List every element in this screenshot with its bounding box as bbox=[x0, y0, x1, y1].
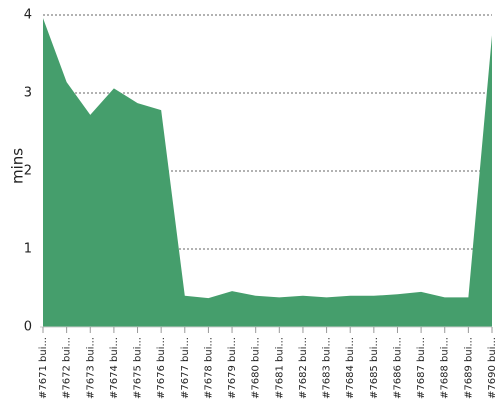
x-tick-label: #7674 bui... bbox=[109, 337, 120, 399]
x-tick-label: #7688 bui... bbox=[440, 337, 451, 399]
x-tick-label: #7690 bui... bbox=[487, 337, 498, 399]
x-tick-label: #7684 bui... bbox=[345, 337, 356, 399]
x-tick-label: #7676 bui... bbox=[156, 337, 167, 399]
x-tick-label: #7680 bui... bbox=[251, 337, 262, 399]
x-tick-label: #7671 bui... bbox=[38, 337, 49, 399]
x-tick-label: #7678 bui... bbox=[203, 337, 214, 399]
x-tick-label: #7685 bui... bbox=[369, 337, 380, 399]
area bbox=[43, 18, 492, 328]
x-tick-label: #7689 bui... bbox=[463, 337, 474, 399]
x-tick-label: #7675 bui... bbox=[133, 337, 144, 399]
y-tick-label: 3 bbox=[24, 86, 32, 101]
x-tick-label: #7677 bui... bbox=[180, 337, 191, 399]
y-tick-label: 0 bbox=[24, 320, 32, 335]
x-tick-label: #7683 bui... bbox=[322, 337, 333, 399]
x-tick-label: #7686 bui... bbox=[392, 337, 403, 399]
x-tick-label: #7679 bui... bbox=[227, 337, 238, 399]
y-tick-label: 2 bbox=[24, 164, 32, 179]
y-tick-label: 1 bbox=[24, 242, 32, 257]
y-axis-label: mins bbox=[9, 148, 27, 184]
y-tick-label: 4 bbox=[24, 8, 32, 23]
x-tick-label: #7681 bui... bbox=[274, 337, 285, 399]
x-tick-label: #7682 bui... bbox=[298, 337, 309, 399]
x-tick-label: #7672 bui... bbox=[62, 337, 73, 399]
x-tick-label: #7687 bui... bbox=[416, 337, 427, 399]
x-tick-label: #7673 bui... bbox=[85, 337, 96, 399]
